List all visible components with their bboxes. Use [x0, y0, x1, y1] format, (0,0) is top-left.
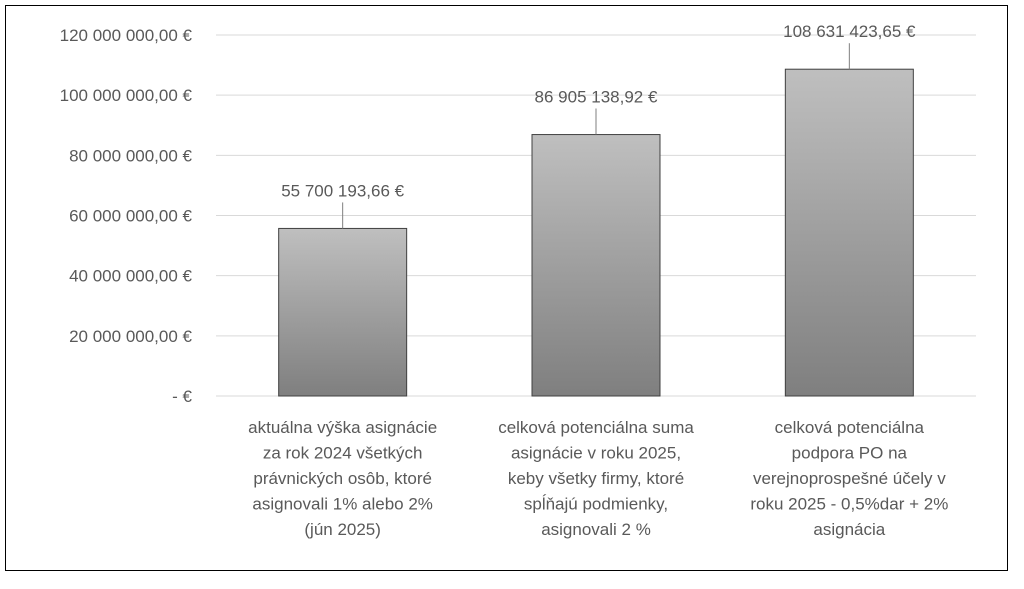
category-label-line: spĺňajú podmienky, — [524, 495, 668, 514]
data-labels: 55 700 193,66 € 86 905 138,92 € 108 631 42… — [281, 22, 916, 200]
category-label-line: aktuálna výška asignácie — [248, 418, 437, 437]
category-label-line: (jún 2025) — [304, 520, 381, 539]
category-labels: aktuálna výška asignácie za rok 2024 všet… — [248, 418, 948, 539]
bar — [531, 134, 661, 397]
category-label: celková potenciálna suma asignácie v roku… — [498, 418, 694, 539]
data-label: 55 700 193,66 € — [281, 181, 404, 200]
category-label-line: keby všetky firmy, ktoré — [508, 469, 684, 488]
category-label-line: asignovali 2 % — [541, 520, 651, 539]
y-tick-label: 120 000 000,00 € — [60, 26, 193, 45]
category-label-line: verejnoprospešné účely v — [753, 469, 946, 488]
bars — [278, 68, 914, 397]
bar — [278, 227, 408, 397]
y-tick-label: 60 000 000,00 € — [69, 207, 192, 226]
category-label-line: podpora PO na — [792, 444, 908, 463]
category-label: aktuálna výška asignácie za rok 2024 všet… — [248, 418, 437, 539]
data-label: 86 905 138,92 € — [535, 88, 658, 107]
category-label-line: roku 2025 - 0,5%dar + 2% — [750, 495, 948, 514]
category-label-line: za rok 2024 všetkých — [263, 444, 423, 463]
category-label-line: asignácie v roku 2025, — [511, 444, 681, 463]
y-tick-label: - € — [172, 387, 192, 406]
data-label-leaders — [342, 43, 850, 229]
category-label: celková potenciálna podpora PO na verejnop… — [750, 418, 948, 539]
category-label-line: asignácia — [813, 520, 885, 539]
y-tick-label: 20 000 000,00 € — [69, 327, 192, 346]
chart-frame: - € 20 000 000,00 € 40 000 000,00 € 60 000 … — [5, 5, 1008, 571]
bar-chart: - € 20 000 000,00 € 40 000 000,00 € 60 000 … — [60, 22, 976, 539]
category-label-line: celková potenciálna suma — [498, 418, 694, 437]
y-tick-label: 80 000 000,00 € — [69, 146, 192, 165]
category-label-line: právnických osôb, ktoré — [253, 469, 432, 488]
y-axis-ticks: - € 20 000 000,00 € 40 000 000,00 € 60 000 … — [60, 26, 193, 406]
y-tick-label: 40 000 000,00 € — [69, 267, 192, 286]
bar — [784, 68, 914, 397]
y-tick-label: 100 000 000,00 € — [60, 86, 193, 105]
category-label-line: celková potenciálna — [775, 418, 925, 437]
category-label-line: asignovali 1% alebo 2% — [252, 495, 433, 514]
data-label: 108 631 423,65 € — [783, 22, 916, 41]
